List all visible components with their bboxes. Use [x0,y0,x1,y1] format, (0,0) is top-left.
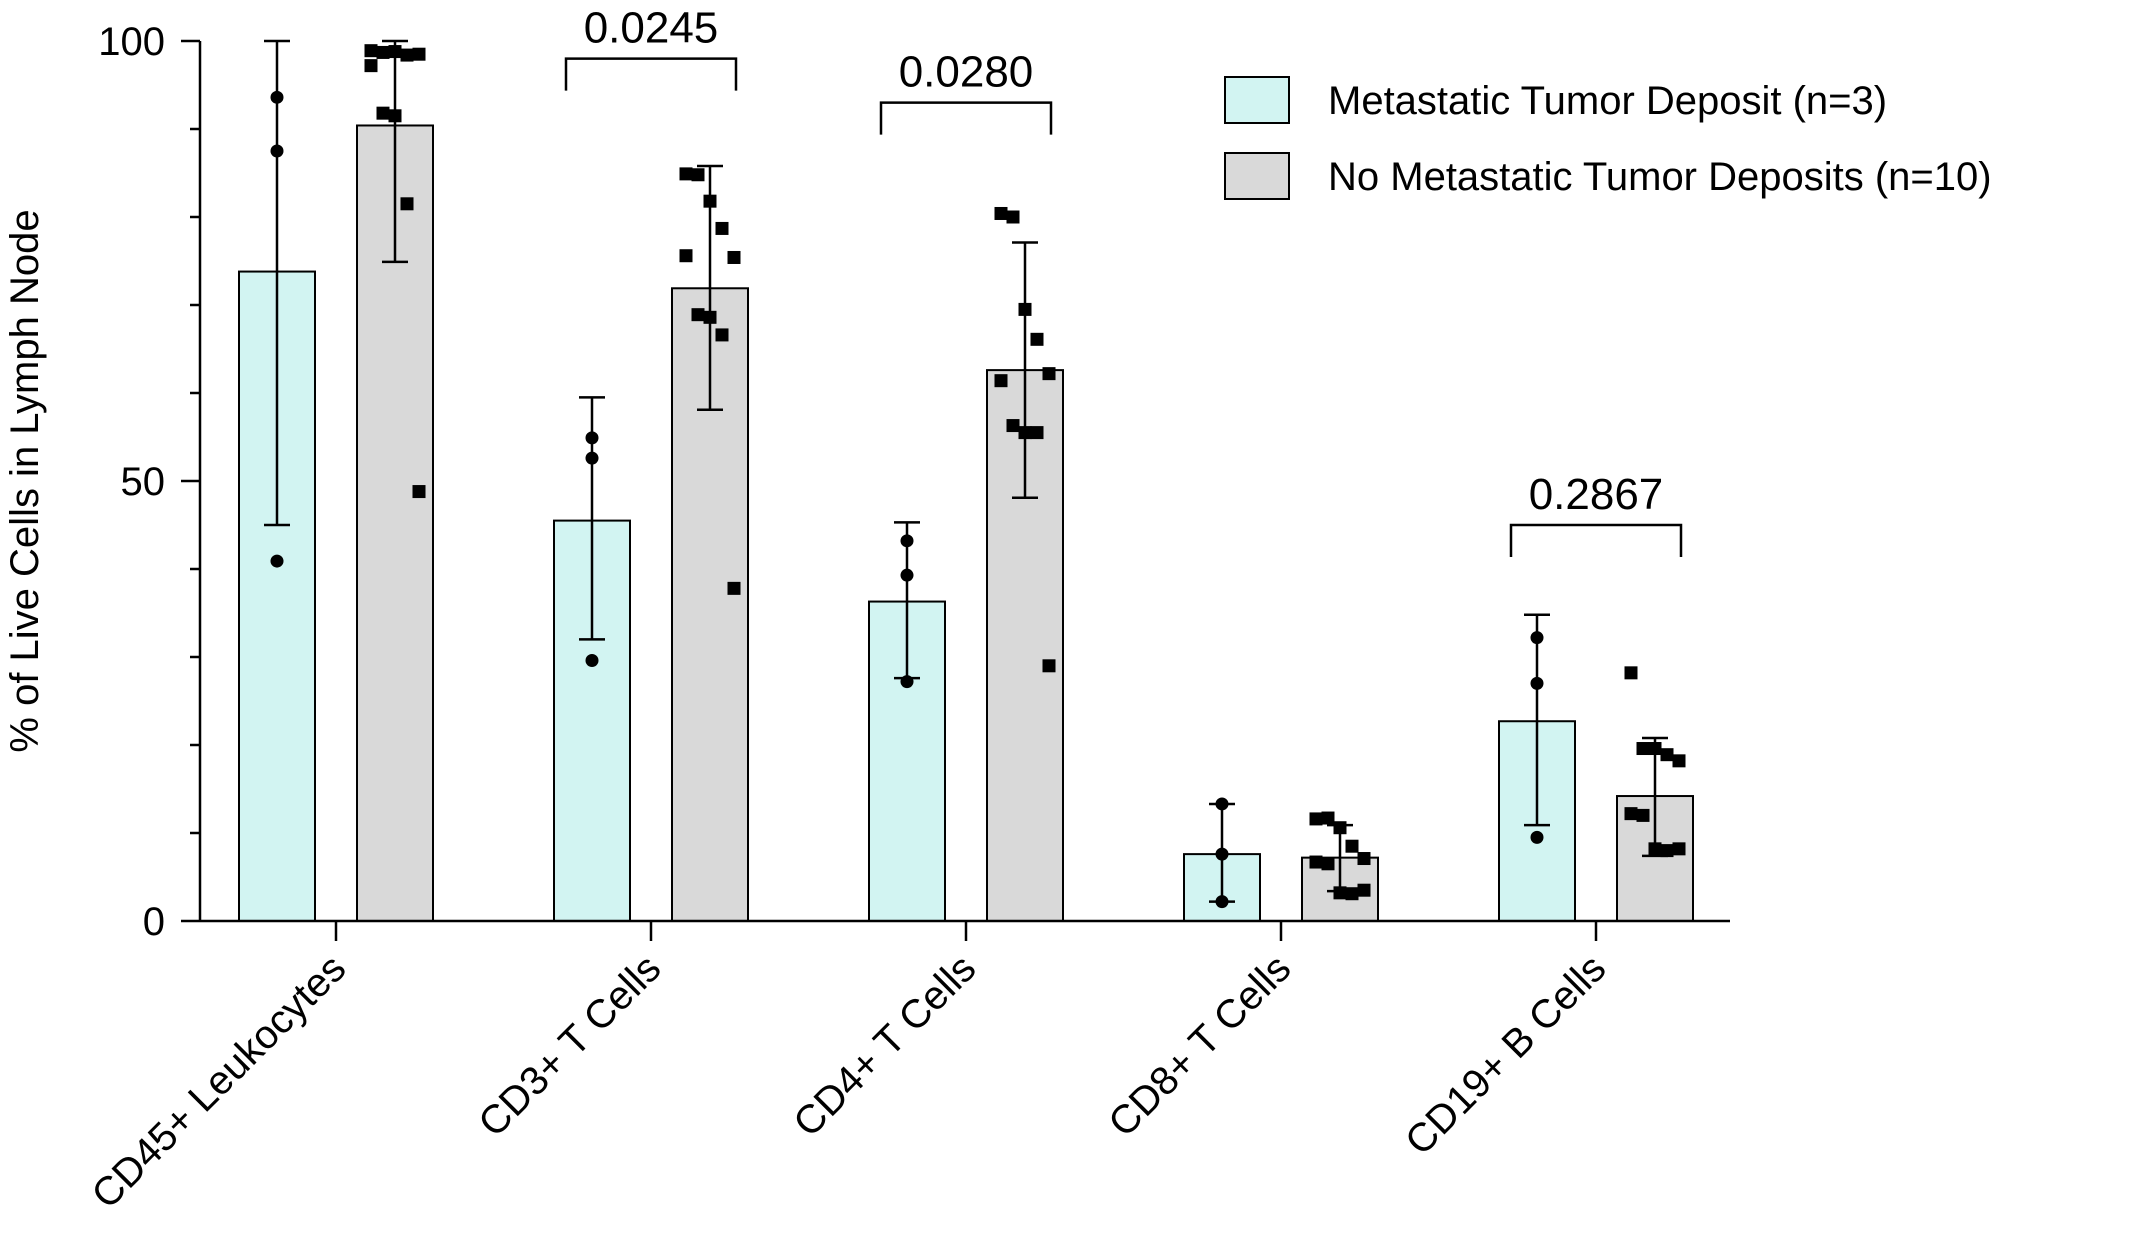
legend-swatch-metastatic [1224,76,1290,124]
data-point-no-metastatic-cd8-t-cells [1357,852,1371,866]
data-point-metastatic-cd3-t-cells [585,654,599,668]
bracket-line [879,101,1053,135]
data-point-no-metastatic-cd19-b-cells [1660,748,1674,762]
data-point-metastatic-cd45-leukocytes [270,144,284,158]
data-point-metastatic-cd19-b-cells [1530,631,1544,645]
data-point-no-metastatic-cd3-t-cells [703,310,717,324]
legend-swatch-no-metastatic [1224,152,1290,200]
data-point-no-metastatic-cd45-leukocytes [388,109,402,123]
data-point-no-metastatic-cd19-b-cells [1624,666,1638,680]
data-point-no-metastatic-cd8-t-cells [1333,886,1347,900]
bracket-line [564,57,738,91]
bars-layer [238,124,1694,923]
data-point-no-metastatic-cd8-t-cells [1321,857,1335,871]
error-bar-no-metastatic-cd4-t-cells [1012,241,1038,499]
data-point-no-metastatic-cd3-t-cells [691,308,705,322]
data-point-no-metastatic-cd8-t-cells [1345,887,1359,901]
data-point-no-metastatic-cd8-t-cells [1309,855,1323,869]
data-point-no-metastatic-cd4-t-cells [994,206,1008,220]
data-point-no-metastatic-cd4-t-cells [1018,426,1032,440]
data-point-no-metastatic-cd8-t-cells [1333,821,1347,835]
data-point-no-metastatic-cd8-t-cells [1345,839,1359,853]
data-point-no-metastatic-cd3-t-cells [715,221,729,235]
data-point-metastatic-cd45-leukocytes [270,554,284,568]
significance-bracket: 0.2867 [1509,470,1683,557]
data-point-no-metastatic-cd3-t-cells [679,167,693,181]
data-point-no-metastatic-cd3-t-cells [715,328,729,342]
data-point-no-metastatic-cd45-leukocytes [376,106,390,120]
y-axis-label: % of Live Cells in Lymph Node [3,209,47,752]
error-bars-layer [264,39,1668,903]
p-value-label: 0.2867 [1529,470,1664,519]
data-point-no-metastatic-cd4-t-cells [1042,367,1056,381]
data-point-no-metastatic-cd45-leukocytes [400,197,414,211]
data-point-no-metastatic-cd4-t-cells [1018,302,1032,316]
y-tick-label: 100 [98,20,165,64]
data-point-no-metastatic-cd19-b-cells [1624,807,1638,821]
p-value-label: 0.0280 [899,48,1034,97]
data-point-no-metastatic-cd45-leukocytes [400,48,414,62]
error-bar-metastatic-cd19-b-cells [1524,613,1550,827]
data-point-metastatic-cd19-b-cells [1530,830,1544,844]
data-point-no-metastatic-cd8-t-cells [1357,883,1371,897]
x-tick-label-cd4-t-cells: CD4+ T Cells [785,946,984,1145]
data-point-metastatic-cd4-t-cells [900,568,914,582]
data-point-no-metastatic-cd19-b-cells [1648,742,1662,756]
data-point-no-metastatic-cd3-t-cells [679,249,693,263]
legend-label-no-metastatic: No Metastatic Tumor Deposits (n=10) [1328,155,1992,199]
data-point-no-metastatic-cd3-t-cells [727,250,741,264]
x-tick-label-cd3-t-cells: CD3+ T Cells [470,946,669,1145]
data-point-no-metastatic-cd8-t-cells [1309,812,1323,826]
data-point-no-metastatic-cd3-t-cells [703,194,717,208]
data-point-metastatic-cd8-t-cells [1215,797,1229,811]
data-point-no-metastatic-cd19-b-cells [1636,808,1650,822]
data-point-metastatic-cd3-t-cells [585,451,599,465]
data-point-no-metastatic-cd45-leukocytes [364,44,378,58]
data-point-no-metastatic-cd4-t-cells [994,374,1008,388]
significance-bracket: 0.0280 [879,48,1053,135]
data-point-no-metastatic-cd3-t-cells [727,581,741,595]
bracket-line [1509,523,1683,557]
data-point-metastatic-cd19-b-cells [1530,676,1544,690]
legend: Metastatic Tumor Deposit (n=3) No Metast… [1224,76,1992,200]
x-tick-label-cd45-leukocytes: CD45+ Leukocytes [83,946,354,1217]
data-point-no-metastatic-cd45-leukocytes [376,45,390,59]
data-point-no-metastatic-cd4-t-cells [1006,210,1020,224]
data-point-no-metastatic-cd19-b-cells [1648,842,1662,856]
significance-annotations: 0.0245 0.0280 0.2867 [564,4,1683,557]
data-point-no-metastatic-cd45-leukocytes [364,59,378,73]
p-value-label: 0.0245 [584,4,719,53]
error-bar-no-metastatic-cd45-leukocytes [382,39,408,264]
data-point-no-metastatic-cd8-t-cells [1321,811,1335,825]
data-point-no-metastatic-cd45-leukocytes [388,45,402,59]
x-tick-label-cd19-b-cells: CD19+ B Cells [1397,946,1614,1163]
data-point-no-metastatic-cd4-t-cells [1030,332,1044,346]
y-tick-label: 50 [121,460,166,504]
data-point-metastatic-cd4-t-cells [900,534,914,548]
data-point-metastatic-cd4-t-cells [900,675,914,689]
data-point-no-metastatic-cd19-b-cells [1636,742,1650,756]
data-point-no-metastatic-cd45-leukocytes [412,47,426,61]
significance-bracket: 0.0245 [564,4,738,91]
data-point-no-metastatic-cd19-b-cells [1672,754,1686,768]
data-point-metastatic-cd45-leukocytes [270,90,284,104]
data-point-no-metastatic-cd4-t-cells [1030,426,1044,440]
data-point-no-metastatic-cd19-b-cells [1660,844,1674,858]
data-point-no-metastatic-cd19-b-cells [1672,842,1686,856]
data-point-metastatic-cd3-t-cells [585,431,599,445]
data-point-no-metastatic-cd3-t-cells [691,168,705,182]
data-point-metastatic-cd8-t-cells [1215,895,1229,909]
data-point-metastatic-cd8-t-cells [1215,847,1229,861]
data-point-no-metastatic-cd4-t-cells [1042,659,1056,673]
x-tick-label-cd8-t-cells: CD8+ T Cells [1100,946,1299,1145]
data-points-layer [270,44,1686,909]
legend-label-metastatic: Metastatic Tumor Deposit (n=3) [1328,79,1887,123]
error-bar-metastatic-cd45-leukocytes [264,39,290,527]
y-tick-label: 0 [143,900,165,944]
data-point-no-metastatic-cd45-leukocytes [412,485,426,499]
data-point-no-metastatic-cd4-t-cells [1006,419,1020,433]
